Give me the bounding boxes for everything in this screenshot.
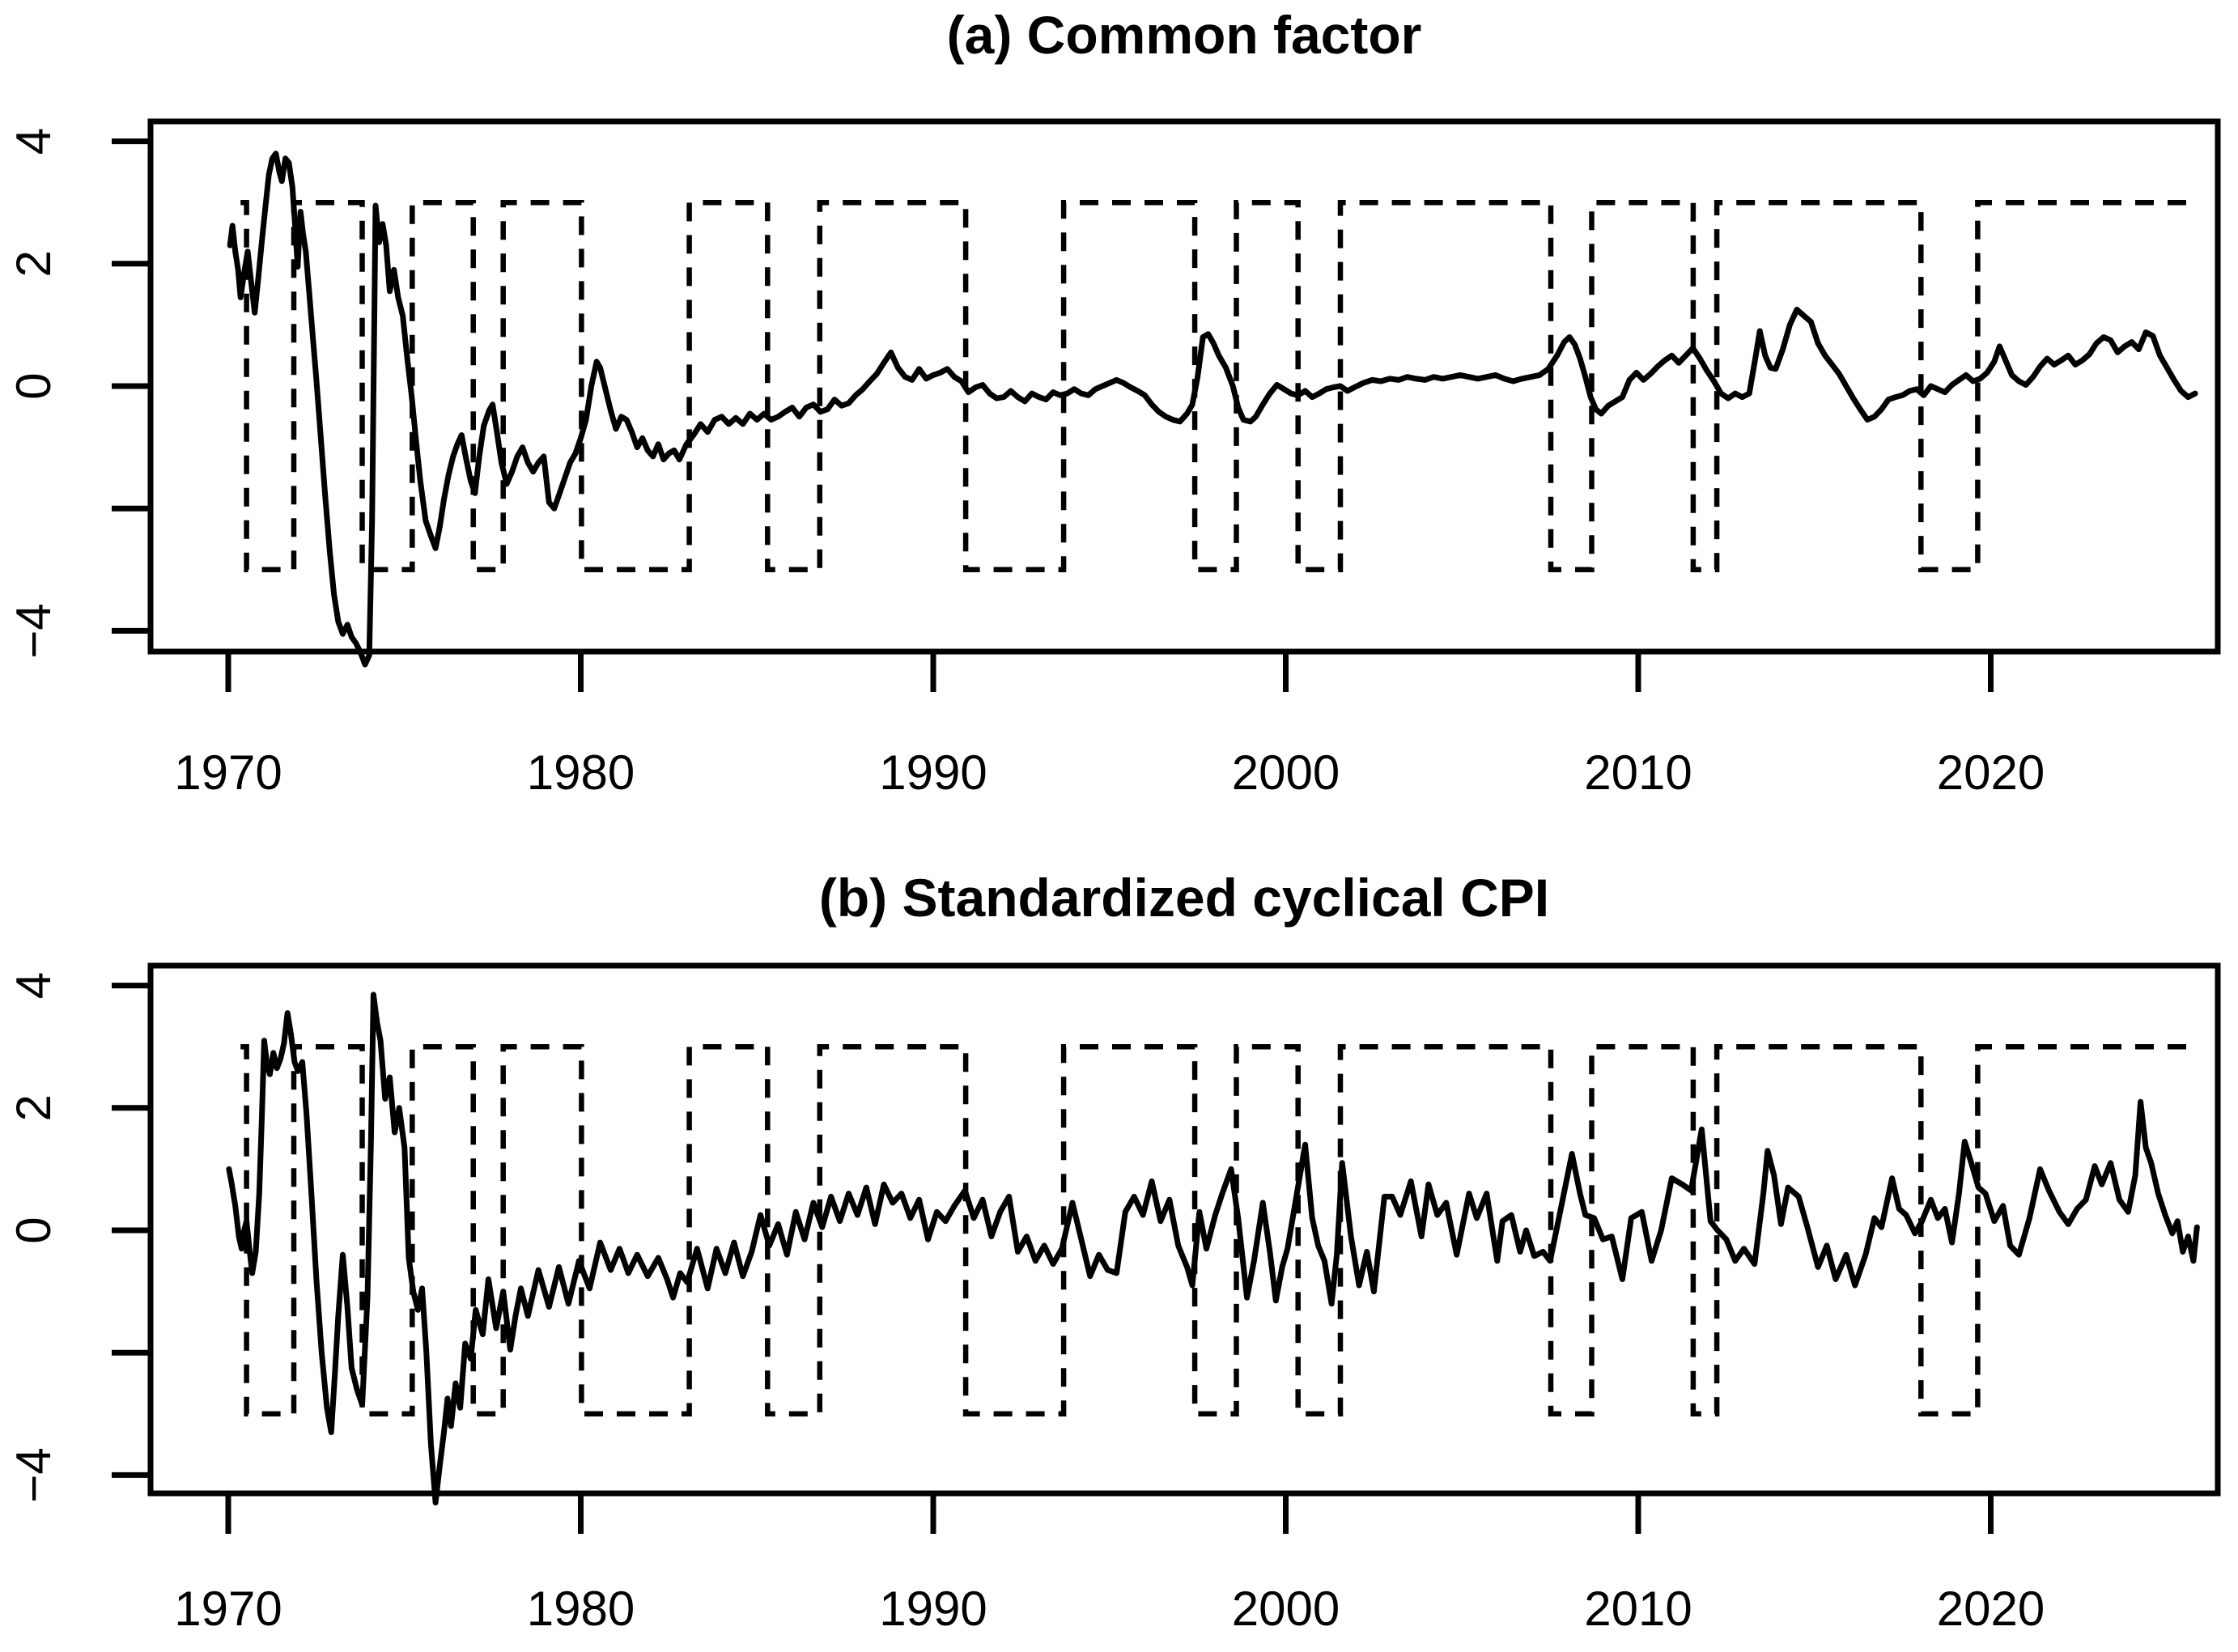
x-axis-tick-label: 2010 xyxy=(1584,745,1692,800)
y-axis-tick-label: −4 xyxy=(6,603,61,658)
x-axis-tick-label: 1980 xyxy=(527,745,635,800)
y-axis-tick-label: 4 xyxy=(6,128,61,155)
x-axis-tick-label: 2020 xyxy=(1937,745,2045,800)
x-axis-tick-label: 2020 xyxy=(1937,1582,2045,1636)
x-axis-tick-label: 1980 xyxy=(527,1582,635,1636)
x-axis-tick-label: 1990 xyxy=(879,745,987,800)
y-axis-tick-label: 0 xyxy=(6,1217,61,1243)
common-factor-series xyxy=(227,151,2198,668)
cyclical-cpi-series xyxy=(226,992,2200,1505)
panel-b-series xyxy=(226,992,2200,1505)
regime-indicator-dashed-line xyxy=(240,199,2189,573)
panel-cyclical-cpi: (b) Standardized cyclical CPI 1970 1980 19… xyxy=(6,868,2221,1636)
panel-a-axes: 1970 1980 1990 2000 2010 2020 4 2 0 −4 xyxy=(6,118,2221,800)
x-axis-tick-label: 2010 xyxy=(1584,1582,1692,1636)
panel-b-title: (b) Standardized cyclical CPI xyxy=(819,868,1549,928)
panel-a-series xyxy=(227,151,2198,668)
panel-b-axes: 1970 1980 1990 2000 2010 2020 4 2 0 −4 xyxy=(6,962,2221,1636)
y-axis-tick-label: −4 xyxy=(6,1447,61,1502)
x-axis-tick-label: 2000 xyxy=(1232,745,1340,800)
x-axis-tick-label: 1970 xyxy=(174,1582,282,1636)
y-axis-tick-label: 2 xyxy=(6,250,61,277)
y-axis-tick-label: 0 xyxy=(6,372,61,399)
panel-a-title: (a) Common factor xyxy=(947,5,1422,65)
x-axis-tick-label: 1990 xyxy=(879,1582,987,1636)
x-axis-tick-label: 2000 xyxy=(1232,1582,1340,1636)
regime-indicator-dashed-line xyxy=(240,1043,2189,1417)
panel-common-factor: (a) Common factor 1970 1980 1990 2000 2010 20… xyxy=(6,5,2221,800)
y-axis-tick-label: 4 xyxy=(6,972,61,999)
x-axis-tick-label: 1970 xyxy=(174,745,282,800)
y-axis-tick-label: 2 xyxy=(6,1094,61,1121)
